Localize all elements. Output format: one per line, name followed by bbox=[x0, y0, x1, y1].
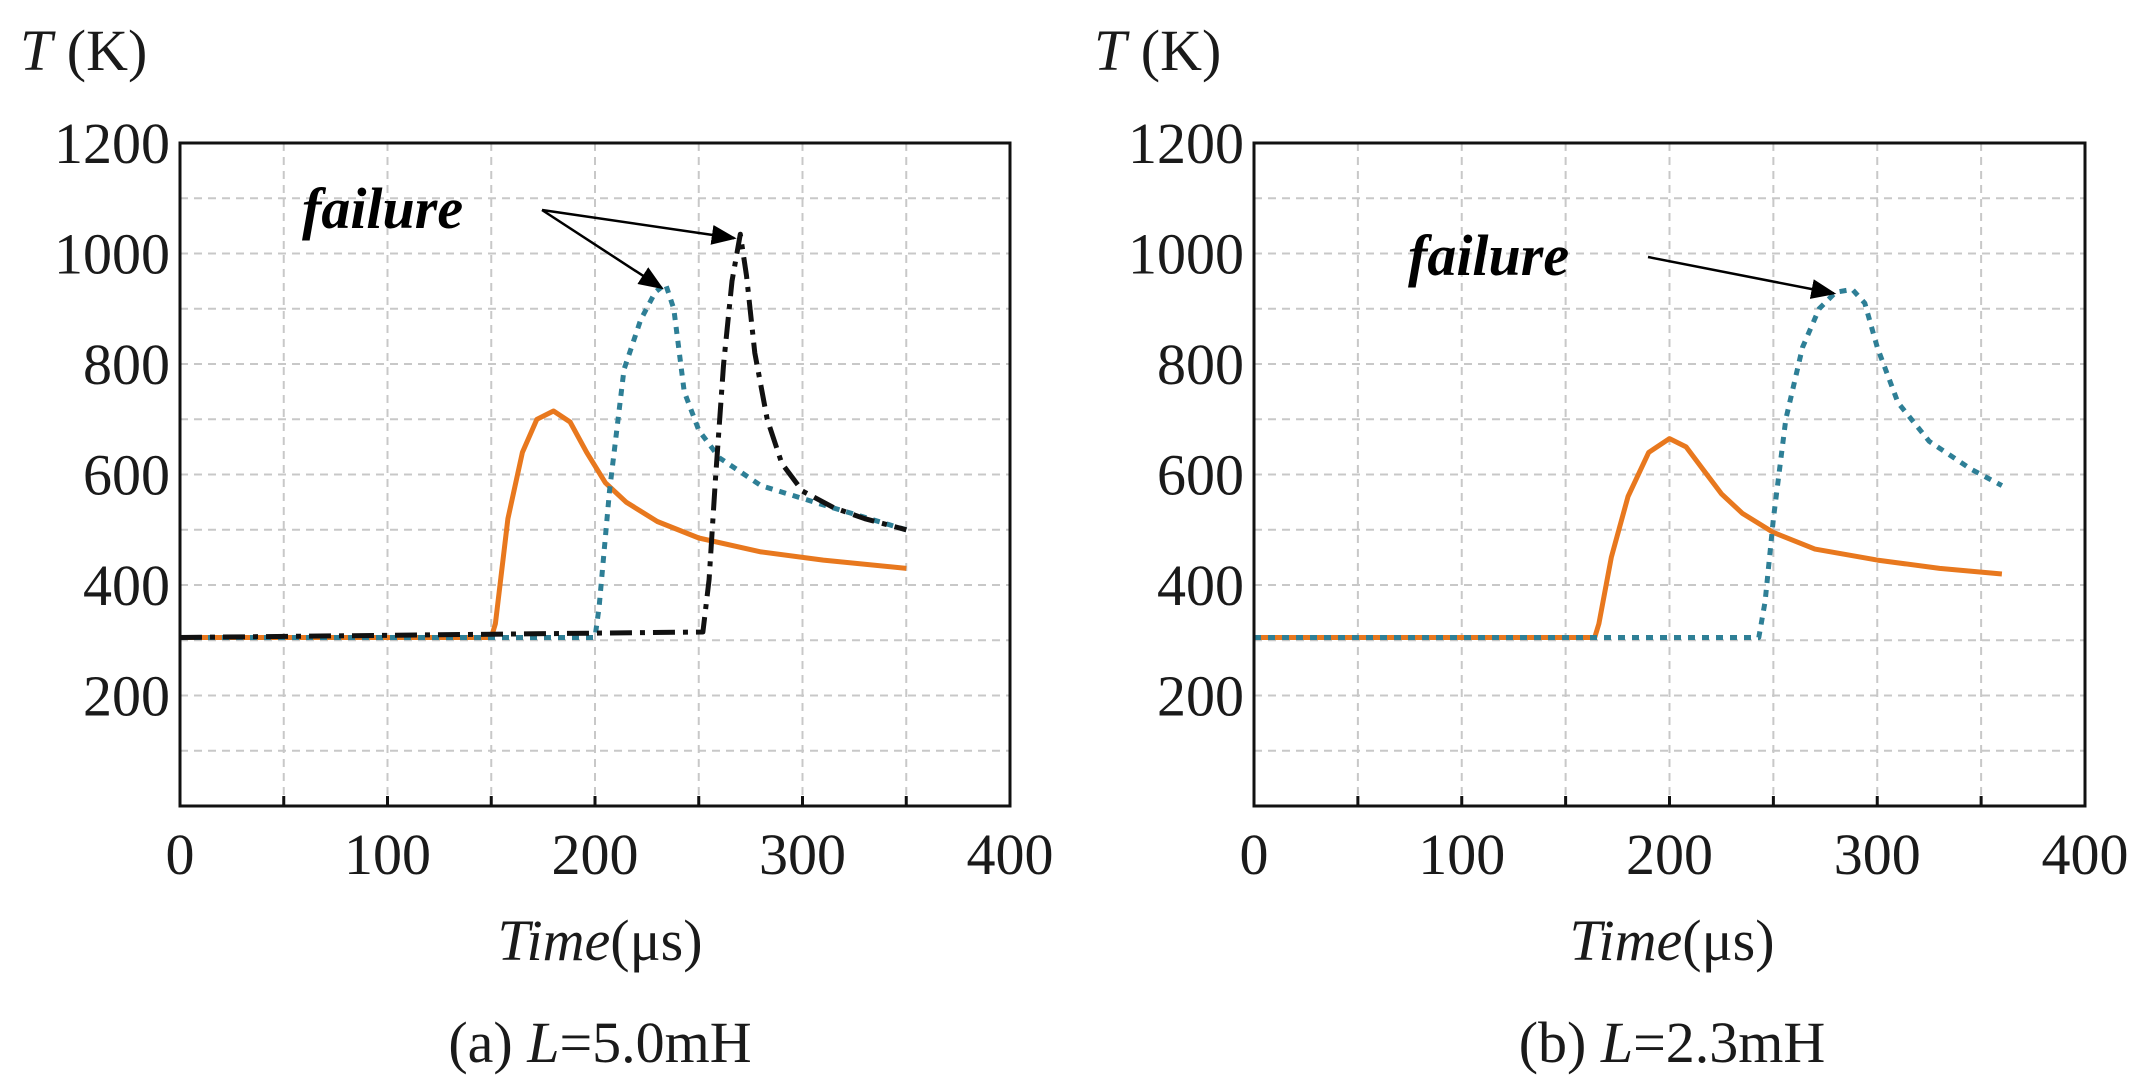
x-tick-label: 0 bbox=[166, 822, 195, 887]
y-tick-label: 1000 bbox=[54, 222, 170, 287]
panel-a: 0 100 200 300 400 200 400 600 800 1000 1200 T (K) Ti… bbox=[20, 18, 1054, 1075]
caption-suffix: =5.0mH bbox=[559, 1010, 751, 1075]
caption-var: L bbox=[526, 1010, 559, 1075]
y-tick-label: 200 bbox=[83, 664, 170, 729]
caption-var: L bbox=[1600, 1010, 1633, 1075]
y-tick-label: 400 bbox=[1157, 553, 1244, 618]
x-tick-label: 400 bbox=[2042, 822, 2129, 887]
annotation-failure: failure bbox=[302, 176, 463, 241]
y-tick-label: 1000 bbox=[1128, 222, 1244, 287]
caption-prefix: (b) bbox=[1519, 1010, 1601, 1075]
y-tick-label: 600 bbox=[83, 443, 170, 508]
panel-b: 0 100 200 300 400 200 400 600 800 1000 1200 T (K) Ti… bbox=[1094, 18, 2129, 1075]
y-tick-label: 1200 bbox=[1128, 111, 1244, 176]
annotation-arrow bbox=[1647, 255, 1837, 299]
y-axis-label-unit: (K) bbox=[52, 18, 147, 83]
y-axis-label-unit: (K) bbox=[1126, 18, 1221, 83]
caption-suffix: =2.3mH bbox=[1633, 1010, 1825, 1075]
x-tick-label: 300 bbox=[1834, 822, 1921, 887]
y-axis-label-var: T bbox=[20, 18, 56, 83]
y-axis-label: T (K) bbox=[1094, 18, 1221, 83]
x-tick-label: 100 bbox=[1418, 822, 1505, 887]
x-tick-label: 100 bbox=[344, 822, 431, 887]
series-line-solid bbox=[180, 408, 907, 640]
annotation-arrow bbox=[541, 208, 664, 290]
x-tick-label: 0 bbox=[1240, 822, 1269, 887]
x-axis-label-unit: (μs) bbox=[610, 908, 702, 973]
y-tick-label: 800 bbox=[83, 332, 170, 397]
series-line-dotted bbox=[180, 281, 908, 640]
annotation-failure: failure bbox=[1408, 223, 1569, 288]
y-axis-label-var: T bbox=[1094, 18, 1130, 83]
x-axis-label: Time(μs) bbox=[497, 908, 702, 973]
x-axis-label: Time(μs) bbox=[1569, 908, 1774, 973]
x-tick-label: 200 bbox=[552, 822, 639, 887]
panel-caption: (a) L=5.0mH bbox=[448, 1010, 751, 1075]
x-axis-label-var: Time bbox=[497, 908, 610, 973]
y-tick-label: 200 bbox=[1157, 664, 1244, 729]
panel-caption: (b) L=2.3mH bbox=[1519, 1010, 1826, 1075]
y-tick-label: 400 bbox=[83, 553, 170, 618]
annotation-arrow bbox=[541, 208, 737, 245]
x-axis-label-var: Time bbox=[1569, 908, 1682, 973]
series-line-dotted bbox=[1254, 286, 2004, 640]
y-tick-label: 600 bbox=[1157, 443, 1244, 508]
x-tick-label: 300 bbox=[759, 822, 846, 887]
x-tick-label: 200 bbox=[1626, 822, 1713, 887]
series-line-solid bbox=[1254, 436, 2003, 640]
y-tick-label: 800 bbox=[1157, 332, 1244, 397]
y-axis-label: T (K) bbox=[20, 18, 147, 83]
x-axis-label-unit: (μs) bbox=[1682, 908, 1774, 973]
y-tick-label: 1200 bbox=[54, 111, 170, 176]
series-line-dash-dot bbox=[179, 231, 907, 640]
x-tick-label: 400 bbox=[967, 822, 1054, 887]
caption-prefix: (a) bbox=[448, 1010, 527, 1075]
